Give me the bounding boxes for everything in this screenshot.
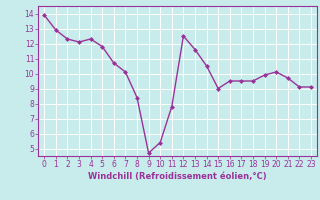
X-axis label: Windchill (Refroidissement éolien,°C): Windchill (Refroidissement éolien,°C) [88,172,267,181]
